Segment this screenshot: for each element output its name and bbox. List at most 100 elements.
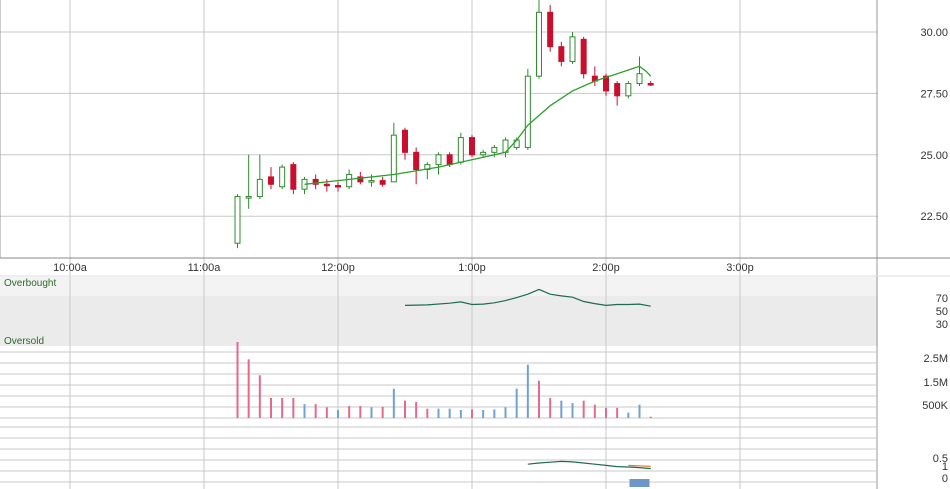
volume-bar-up — [560, 400, 563, 418]
volume-bar-up — [571, 403, 574, 418]
candle-up — [491, 146, 498, 153]
volume-bar-up — [515, 388, 518, 418]
price-tick-label: 25.00 — [920, 150, 948, 162]
candle-down — [335, 185, 341, 188]
candle-down — [290, 164, 297, 190]
oscillator-tick-label: 0.5 — [933, 453, 948, 465]
candle-up — [569, 36, 576, 62]
volume-tick-label: 500K — [922, 400, 948, 412]
x-tick-label: 3:00p — [726, 262, 754, 274]
volume-bar-up — [482, 410, 485, 418]
volume-bar-down — [381, 406, 384, 418]
candle-up — [390, 134, 397, 183]
volume-bar-down — [258, 375, 261, 418]
candle-up — [346, 173, 353, 188]
volume-bar-down — [325, 407, 328, 418]
volume-bar-down — [348, 406, 351, 418]
volume-bar-up — [504, 407, 507, 418]
volume-bar-up — [448, 408, 451, 418]
volume-bar-down — [292, 398, 295, 418]
candle-down — [558, 46, 565, 62]
candle-down — [413, 151, 420, 171]
candle-down — [323, 183, 330, 187]
overbought-label: Overbought — [4, 278, 56, 289]
moving-average-line — [304, 65, 652, 185]
price-tick-label: 30.00 — [920, 27, 948, 39]
x-tick-label: 1:00p — [458, 262, 486, 274]
volume-bar-up — [526, 364, 529, 418]
candle-down — [580, 38, 587, 75]
candle-down — [614, 83, 621, 97]
x-tick-label: 10:00a — [53, 262, 88, 274]
candle-up — [279, 166, 286, 188]
x-tick-label: 2:00p — [592, 262, 620, 274]
candle-up — [245, 196, 252, 199]
volume-bar-up — [437, 408, 440, 418]
volume-bar-down — [404, 400, 406, 418]
volume-bar-up — [638, 404, 641, 418]
volume-bar-down — [549, 398, 552, 418]
candle-up — [536, 11, 542, 77]
oversold-panel — [236, 342, 652, 418]
candle-up — [524, 75, 531, 148]
candle-down — [379, 180, 386, 185]
candle-down — [647, 83, 654, 86]
oscillator-tick-label: 1 — [942, 461, 948, 473]
volume-bar-down — [281, 398, 284, 418]
candle-up — [636, 73, 643, 85]
volume-bar-up — [392, 388, 395, 418]
axis-labels: 10:00a 11:00a 12:00p 1:00p 2:00p 3:00p 30.00 27… — [53, 27, 948, 485]
overbought-panel — [404, 288, 651, 307]
volume-bar-down — [593, 404, 596, 418]
candle-up — [625, 83, 632, 97]
candle-up — [480, 151, 487, 156]
oscillator-panel — [527, 460, 651, 487]
oscillator-tick-label: 0 — [942, 473, 948, 485]
candle-up — [368, 180, 375, 183]
overbought-tick-label: 50 — [936, 306, 948, 318]
volume-bar-down — [605, 407, 607, 418]
volume-bar-down — [247, 359, 250, 418]
candle-up — [457, 137, 464, 163]
volume-bar-up — [370, 407, 373, 418]
x-tick-label: 11:00a — [188, 262, 222, 274]
candle-down — [469, 137, 475, 156]
volume-tick-label: 2.5M — [924, 353, 948, 365]
price-tick-label: 22.50 — [920, 211, 948, 223]
price-panel — [234, 0, 654, 249]
candle-up — [234, 196, 241, 244]
volume-bar-down — [415, 402, 418, 418]
volume-bar-down — [236, 342, 239, 418]
volume-bar-down — [538, 380, 540, 418]
volume-bar-up — [337, 410, 339, 418]
volume-bar-up — [459, 410, 462, 418]
volume-bar-down — [649, 416, 652, 418]
volume-bar-down — [359, 406, 362, 418]
volume-bar-up — [627, 412, 630, 418]
volume-bar-down — [426, 408, 429, 418]
candle-down — [547, 11, 554, 48]
candle-down — [312, 178, 319, 185]
volume-bar-down — [616, 407, 619, 418]
volume-bar-down — [471, 409, 473, 418]
volume-bar-up — [493, 409, 496, 418]
price-tick-label: 27.50 — [920, 88, 948, 100]
oscillator-histogram-bar — [629, 479, 650, 487]
volume-bar-up — [303, 404, 306, 418]
candle-down — [603, 75, 609, 92]
overbought-header-band — [0, 277, 878, 296]
volume-bar-down — [582, 400, 585, 418]
x-tick-label: 12:00p — [321, 262, 355, 274]
candle-up — [435, 154, 442, 166]
candle-down — [402, 129, 408, 153]
candle-down — [446, 154, 453, 166]
oversold-label: Oversold — [4, 336, 44, 347]
oscillator-signal-line — [628, 464, 651, 467]
overbought-tick-label: 30 — [936, 319, 948, 331]
oscillator-line — [527, 460, 651, 470]
volume-tick-label: 1.5M — [924, 377, 948, 389]
candle-down — [357, 176, 364, 183]
overbought-tick-label: 70 — [936, 293, 948, 305]
